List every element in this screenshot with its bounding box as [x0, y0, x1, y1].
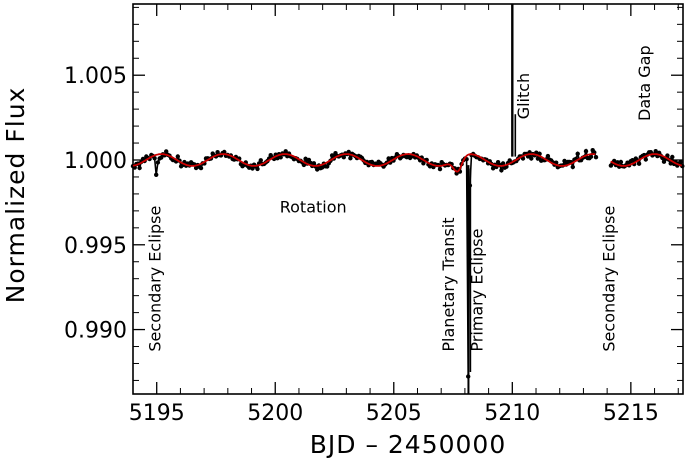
data-line	[132, 148, 597, 377]
x-axis-title: BJD – 2450000	[310, 430, 507, 458]
x-tick-label: 5215	[603, 401, 659, 426]
data-point	[562, 158, 567, 164]
data-point	[678, 159, 683, 165]
data-point	[250, 166, 255, 171]
annotation-label: Secondary Eclipse	[145, 206, 164, 352]
data-point	[670, 154, 675, 160]
data-point	[618, 159, 624, 165]
data-point	[535, 156, 541, 161]
annotation-label: Rotation	[280, 198, 347, 217]
x-tick-label: 5195	[129, 401, 185, 426]
data-point	[348, 156, 353, 161]
plot-border	[132, 3, 684, 395]
annotation-label: Secondary Eclipse	[599, 206, 618, 352]
data-point	[500, 161, 506, 166]
y-tick-label: 0.990	[64, 319, 127, 344]
data-point	[575, 151, 580, 156]
data-point	[588, 154, 594, 159]
y-tick-label: 0.995	[64, 234, 127, 259]
data-point	[346, 149, 351, 155]
annotation-label: Glitch	[514, 73, 533, 120]
annotation-label: Primary Eclipse	[468, 229, 487, 352]
data-point	[545, 153, 551, 159]
data-point	[222, 149, 227, 155]
data-point	[320, 165, 325, 170]
data-point	[341, 155, 346, 160]
data-point	[303, 156, 308, 161]
data-point	[490, 166, 496, 171]
plot-frame	[132, 3, 684, 395]
data-point	[315, 167, 320, 172]
data-point	[570, 164, 575, 170]
data-point	[437, 166, 443, 172]
x-tick-label: 5200	[247, 401, 303, 426]
data-point	[529, 156, 534, 161]
data-point	[583, 149, 589, 154]
data-point	[593, 155, 599, 160]
data-point	[159, 155, 164, 160]
x-tick-label: 5205	[366, 401, 422, 426]
x-axis-ticks: 5195 5200 5205 5210 5215	[129, 4, 679, 426]
data-point	[630, 158, 635, 163]
data-point	[175, 154, 180, 159]
data-point	[643, 157, 648, 162]
data-point	[653, 149, 658, 154]
data-point	[278, 155, 283, 160]
data-point	[198, 165, 204, 171]
annotation-label: Data Gap	[635, 45, 654, 121]
annotation-label: Planetary Transit	[439, 218, 458, 352]
data-point	[386, 156, 391, 161]
y-tick-label: 1.000	[64, 149, 127, 174]
y-axis-ticks: 0.990 0.995 1.000 1.005	[64, 6, 683, 381]
data-point	[665, 153, 670, 158]
data-point	[155, 160, 161, 165]
data-point	[255, 166, 260, 172]
annotation-layer: Secondary Eclipse Rotation Planetary Trans…	[132, 45, 682, 352]
data-point	[636, 161, 642, 166]
y-axis-title: Normalized Flux	[1, 87, 30, 304]
data-point	[668, 161, 673, 166]
data-point	[283, 149, 288, 154]
data-point	[499, 168, 504, 173]
model-curve	[132, 153, 682, 173]
x-tick-label: 5210	[484, 401, 540, 426]
data-point	[154, 172, 159, 177]
y-tick-label: 1.005	[64, 64, 127, 89]
data-point	[137, 165, 142, 171]
data-point	[164, 149, 169, 154]
data-point	[152, 156, 157, 161]
data-point	[258, 158, 263, 163]
